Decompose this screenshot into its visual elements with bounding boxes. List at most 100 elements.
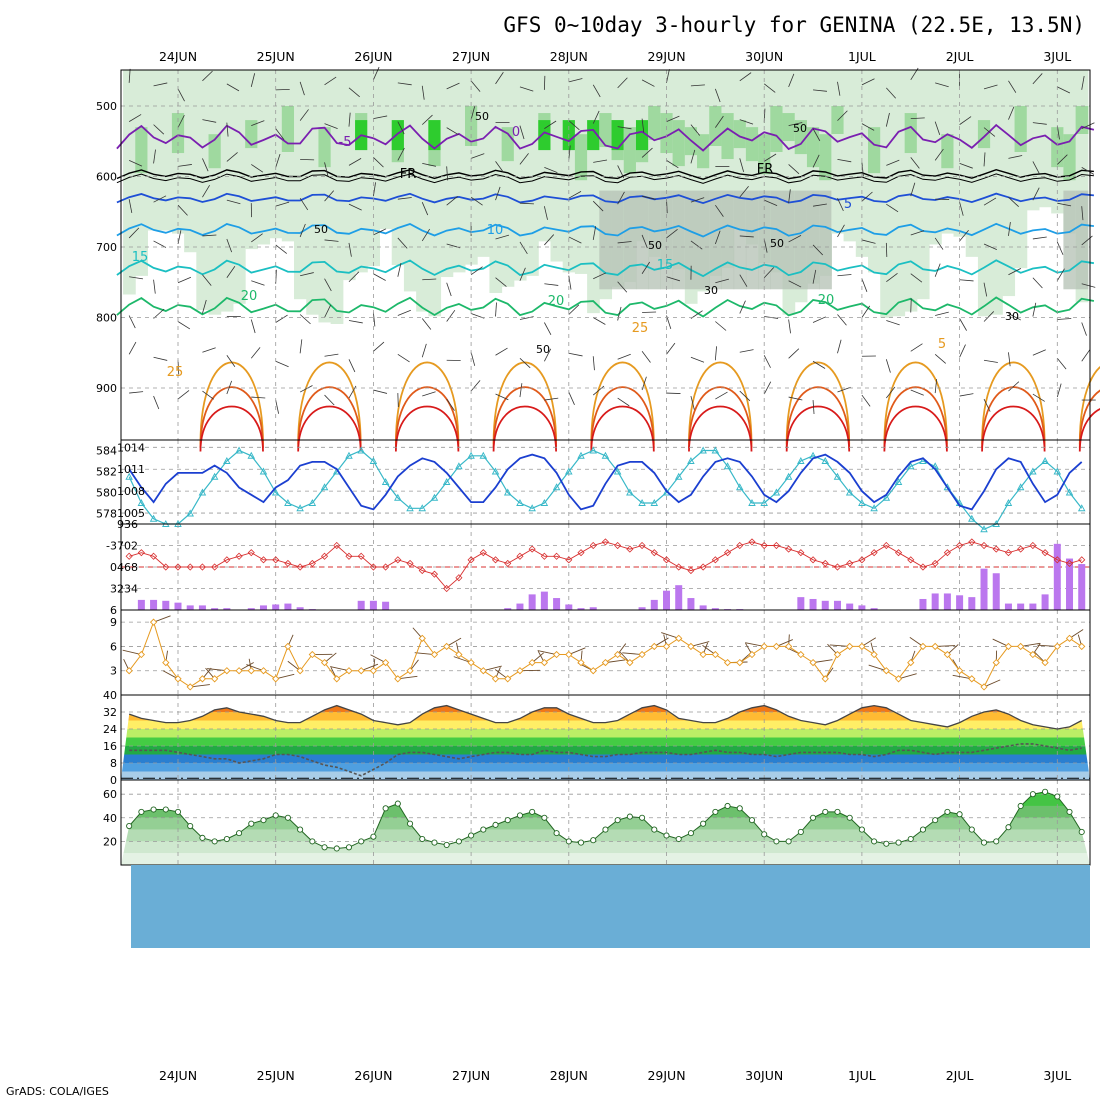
contour-30-6 <box>785 386 851 448</box>
wind-barb <box>397 147 405 161</box>
rh-point <box>1017 802 1024 810</box>
li-point <box>137 549 145 557</box>
contour-label-1: 0 <box>512 125 520 140</box>
wind-barb <box>1008 381 1020 392</box>
rh-bands <box>121 791 1090 865</box>
wind-barb <box>934 148 944 161</box>
cape-bar <box>198 605 206 610</box>
rh-point <box>797 828 804 835</box>
rh-point <box>993 838 1000 845</box>
wind-barb <box>666 276 681 282</box>
wind-barb <box>1008 352 1011 367</box>
contour-label-10: 20 <box>818 293 835 308</box>
wind-barb <box>324 239 339 242</box>
thickness-point <box>186 509 194 517</box>
rh-grey <box>599 190 613 290</box>
rh-mid <box>1063 134 1077 181</box>
wind-barb <box>202 390 214 400</box>
wind-barb <box>299 223 306 238</box>
wind-barb <box>886 320 900 326</box>
thickness-point <box>1016 483 1025 491</box>
contour-label-4: 5 <box>844 197 852 212</box>
wind-speed-point <box>894 675 903 683</box>
cape-tick-468: 468 <box>117 561 138 574</box>
wind-barb <box>153 308 165 319</box>
wind-barb <box>1008 196 1019 208</box>
wind-barb <box>153 240 167 248</box>
li-point <box>980 541 988 550</box>
thickness-point <box>821 457 830 464</box>
wind-speed-point <box>345 667 353 675</box>
rh-grey <box>709 190 722 290</box>
rh-point <box>602 826 609 833</box>
thickness-point <box>442 478 451 485</box>
wind-barb <box>788 396 803 401</box>
temp-band-0 <box>121 771 1090 780</box>
rh-mid <box>501 127 515 162</box>
thickness-point <box>784 472 793 480</box>
wind-speed-line <box>128 620 1082 688</box>
li-point <box>1029 541 1037 550</box>
li-line <box>129 541 1082 590</box>
li-point <box>785 545 793 553</box>
wind-barb <box>1008 80 1017 93</box>
cape-bar <box>1078 564 1086 610</box>
wind-barb <box>568 391 575 406</box>
wind-speed-point <box>882 667 890 675</box>
cape-bar <box>150 599 158 610</box>
wind-barb <box>373 157 384 168</box>
wind-speed-point <box>675 634 683 642</box>
wind-barb <box>1032 302 1037 317</box>
wind-barb <box>763 153 777 162</box>
wind-barb <box>885 359 891 373</box>
cape-bar <box>259 605 267 610</box>
li-point <box>797 549 805 557</box>
slp-tick-1008: 1008 <box>117 485 145 498</box>
li-point <box>418 567 426 575</box>
wind-speed-point <box>320 658 329 667</box>
date-bottom-9: 3JUL <box>1043 1068 1071 1083</box>
rh-grey <box>635 190 649 290</box>
cape-bar <box>663 590 670 610</box>
rh-shade <box>1002 70 1016 297</box>
thickness-point <box>797 457 805 464</box>
rh-point <box>883 840 890 847</box>
wind-10m-barb <box>868 664 887 672</box>
wind-speed-point <box>1078 642 1086 651</box>
rh-point <box>687 830 694 837</box>
wind-barb <box>739 390 751 402</box>
wind-barb <box>788 319 791 334</box>
wind-barb <box>544 234 555 246</box>
wind-barb <box>446 127 459 136</box>
slp-tick-1011: 1011 <box>117 463 145 476</box>
thick-tick-584: 584 <box>96 445 117 458</box>
rh-grey <box>733 190 747 290</box>
contour-label-6: 15 <box>132 250 149 265</box>
li-point <box>638 541 646 550</box>
wind-barb <box>568 78 583 83</box>
wind-barb <box>1056 241 1064 255</box>
li-tick--3: -3 <box>106 540 117 553</box>
rh-grey <box>721 190 735 290</box>
cloud-bg <box>131 865 1090 948</box>
date-bottom-3: 27JUN <box>452 1068 490 1083</box>
rh-point <box>382 805 389 812</box>
li-point <box>369 563 377 571</box>
thickness-point <box>394 493 402 501</box>
wind-10m-barb <box>568 647 586 655</box>
contour-30-9 <box>1078 389 1100 448</box>
slp-line <box>128 453 1083 511</box>
wind-barb <box>666 69 670 83</box>
rh-mid <box>941 134 954 169</box>
wind-barb <box>715 278 729 284</box>
rh-point <box>162 806 169 813</box>
li-point <box>772 541 780 550</box>
wind-10m-barb <box>162 670 179 680</box>
rh-point <box>895 839 902 846</box>
wind-barb <box>275 244 287 254</box>
wind-10m-barb <box>983 679 1001 688</box>
thickness-point <box>687 457 695 464</box>
contour-35-6 <box>785 405 851 452</box>
wind-barb <box>837 314 847 326</box>
rh-mid <box>758 134 771 175</box>
